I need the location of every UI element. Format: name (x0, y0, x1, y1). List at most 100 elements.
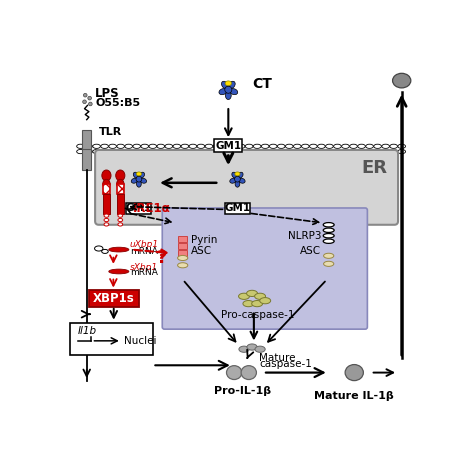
Ellipse shape (219, 89, 227, 95)
Ellipse shape (318, 149, 325, 154)
Ellipse shape (358, 149, 365, 154)
Ellipse shape (229, 144, 237, 148)
Ellipse shape (237, 149, 245, 154)
Text: NLRP3: NLRP3 (288, 231, 321, 241)
Ellipse shape (334, 149, 341, 154)
Ellipse shape (374, 144, 382, 148)
Ellipse shape (269, 149, 277, 154)
Bar (103, 183, 109, 194)
Ellipse shape (318, 144, 325, 148)
Ellipse shape (239, 346, 249, 352)
Text: ASC: ASC (191, 246, 212, 256)
Ellipse shape (82, 100, 86, 104)
Ellipse shape (232, 172, 237, 178)
Ellipse shape (141, 144, 148, 148)
Ellipse shape (326, 144, 333, 148)
Text: GM1: GM1 (215, 141, 241, 151)
Ellipse shape (125, 144, 133, 148)
Ellipse shape (326, 149, 333, 154)
Ellipse shape (173, 149, 181, 154)
Text: LPS: LPS (95, 87, 120, 100)
Ellipse shape (137, 181, 141, 187)
Ellipse shape (324, 253, 334, 258)
Ellipse shape (197, 149, 205, 154)
Ellipse shape (141, 149, 148, 154)
Text: mRNA: mRNA (130, 268, 158, 277)
Ellipse shape (221, 81, 228, 89)
Text: Il1b: Il1b (78, 326, 97, 337)
Ellipse shape (104, 214, 109, 217)
Ellipse shape (118, 223, 123, 226)
Ellipse shape (252, 301, 263, 307)
Ellipse shape (104, 223, 109, 226)
Ellipse shape (173, 144, 181, 148)
Ellipse shape (117, 179, 124, 189)
Ellipse shape (261, 144, 269, 148)
Ellipse shape (310, 149, 317, 154)
Ellipse shape (246, 149, 253, 154)
Ellipse shape (77, 149, 84, 154)
Ellipse shape (246, 290, 257, 297)
Ellipse shape (83, 93, 87, 97)
Ellipse shape (149, 149, 156, 154)
Ellipse shape (102, 249, 108, 254)
Ellipse shape (101, 149, 109, 154)
Ellipse shape (277, 144, 285, 148)
Ellipse shape (139, 172, 145, 178)
Ellipse shape (398, 144, 406, 148)
Ellipse shape (178, 255, 188, 261)
Ellipse shape (247, 344, 257, 350)
Ellipse shape (225, 86, 232, 93)
Ellipse shape (301, 149, 309, 154)
Ellipse shape (237, 172, 243, 178)
Ellipse shape (350, 149, 357, 154)
Ellipse shape (382, 144, 390, 148)
Ellipse shape (109, 144, 117, 148)
FancyBboxPatch shape (70, 323, 153, 355)
Ellipse shape (241, 365, 256, 380)
Ellipse shape (136, 176, 142, 182)
Text: Pyrin: Pyrin (191, 235, 217, 245)
Ellipse shape (398, 149, 406, 154)
Ellipse shape (310, 144, 317, 148)
Ellipse shape (213, 149, 221, 154)
Ellipse shape (246, 144, 253, 148)
Ellipse shape (345, 365, 364, 381)
Ellipse shape (277, 149, 285, 154)
FancyBboxPatch shape (95, 150, 398, 225)
Ellipse shape (88, 96, 91, 100)
Ellipse shape (374, 149, 382, 154)
Ellipse shape (116, 170, 125, 181)
Ellipse shape (89, 102, 92, 106)
Ellipse shape (390, 149, 398, 154)
Ellipse shape (109, 149, 117, 154)
Ellipse shape (197, 144, 205, 148)
Ellipse shape (94, 246, 103, 251)
Ellipse shape (104, 219, 109, 222)
Text: Mature IL-1β: Mature IL-1β (314, 391, 394, 401)
Ellipse shape (350, 144, 357, 148)
Ellipse shape (293, 149, 301, 154)
Ellipse shape (85, 149, 92, 154)
Ellipse shape (237, 144, 245, 148)
Text: O55:B5: O55:B5 (95, 98, 140, 108)
Ellipse shape (238, 293, 249, 300)
Ellipse shape (225, 81, 231, 86)
Ellipse shape (93, 144, 100, 148)
Ellipse shape (93, 149, 100, 154)
Ellipse shape (293, 144, 301, 148)
Bar (103, 194, 110, 214)
Ellipse shape (109, 247, 129, 252)
Text: sXbp1: sXbp1 (130, 263, 158, 272)
Ellipse shape (334, 144, 341, 148)
Ellipse shape (77, 144, 84, 148)
Text: ?: ? (157, 249, 167, 267)
Ellipse shape (229, 149, 237, 154)
Ellipse shape (165, 149, 173, 154)
FancyBboxPatch shape (214, 139, 242, 152)
Ellipse shape (285, 144, 293, 148)
Text: CT: CT (252, 77, 272, 91)
Ellipse shape (117, 144, 125, 148)
Text: TLR: TLR (99, 128, 122, 137)
Ellipse shape (226, 91, 231, 100)
